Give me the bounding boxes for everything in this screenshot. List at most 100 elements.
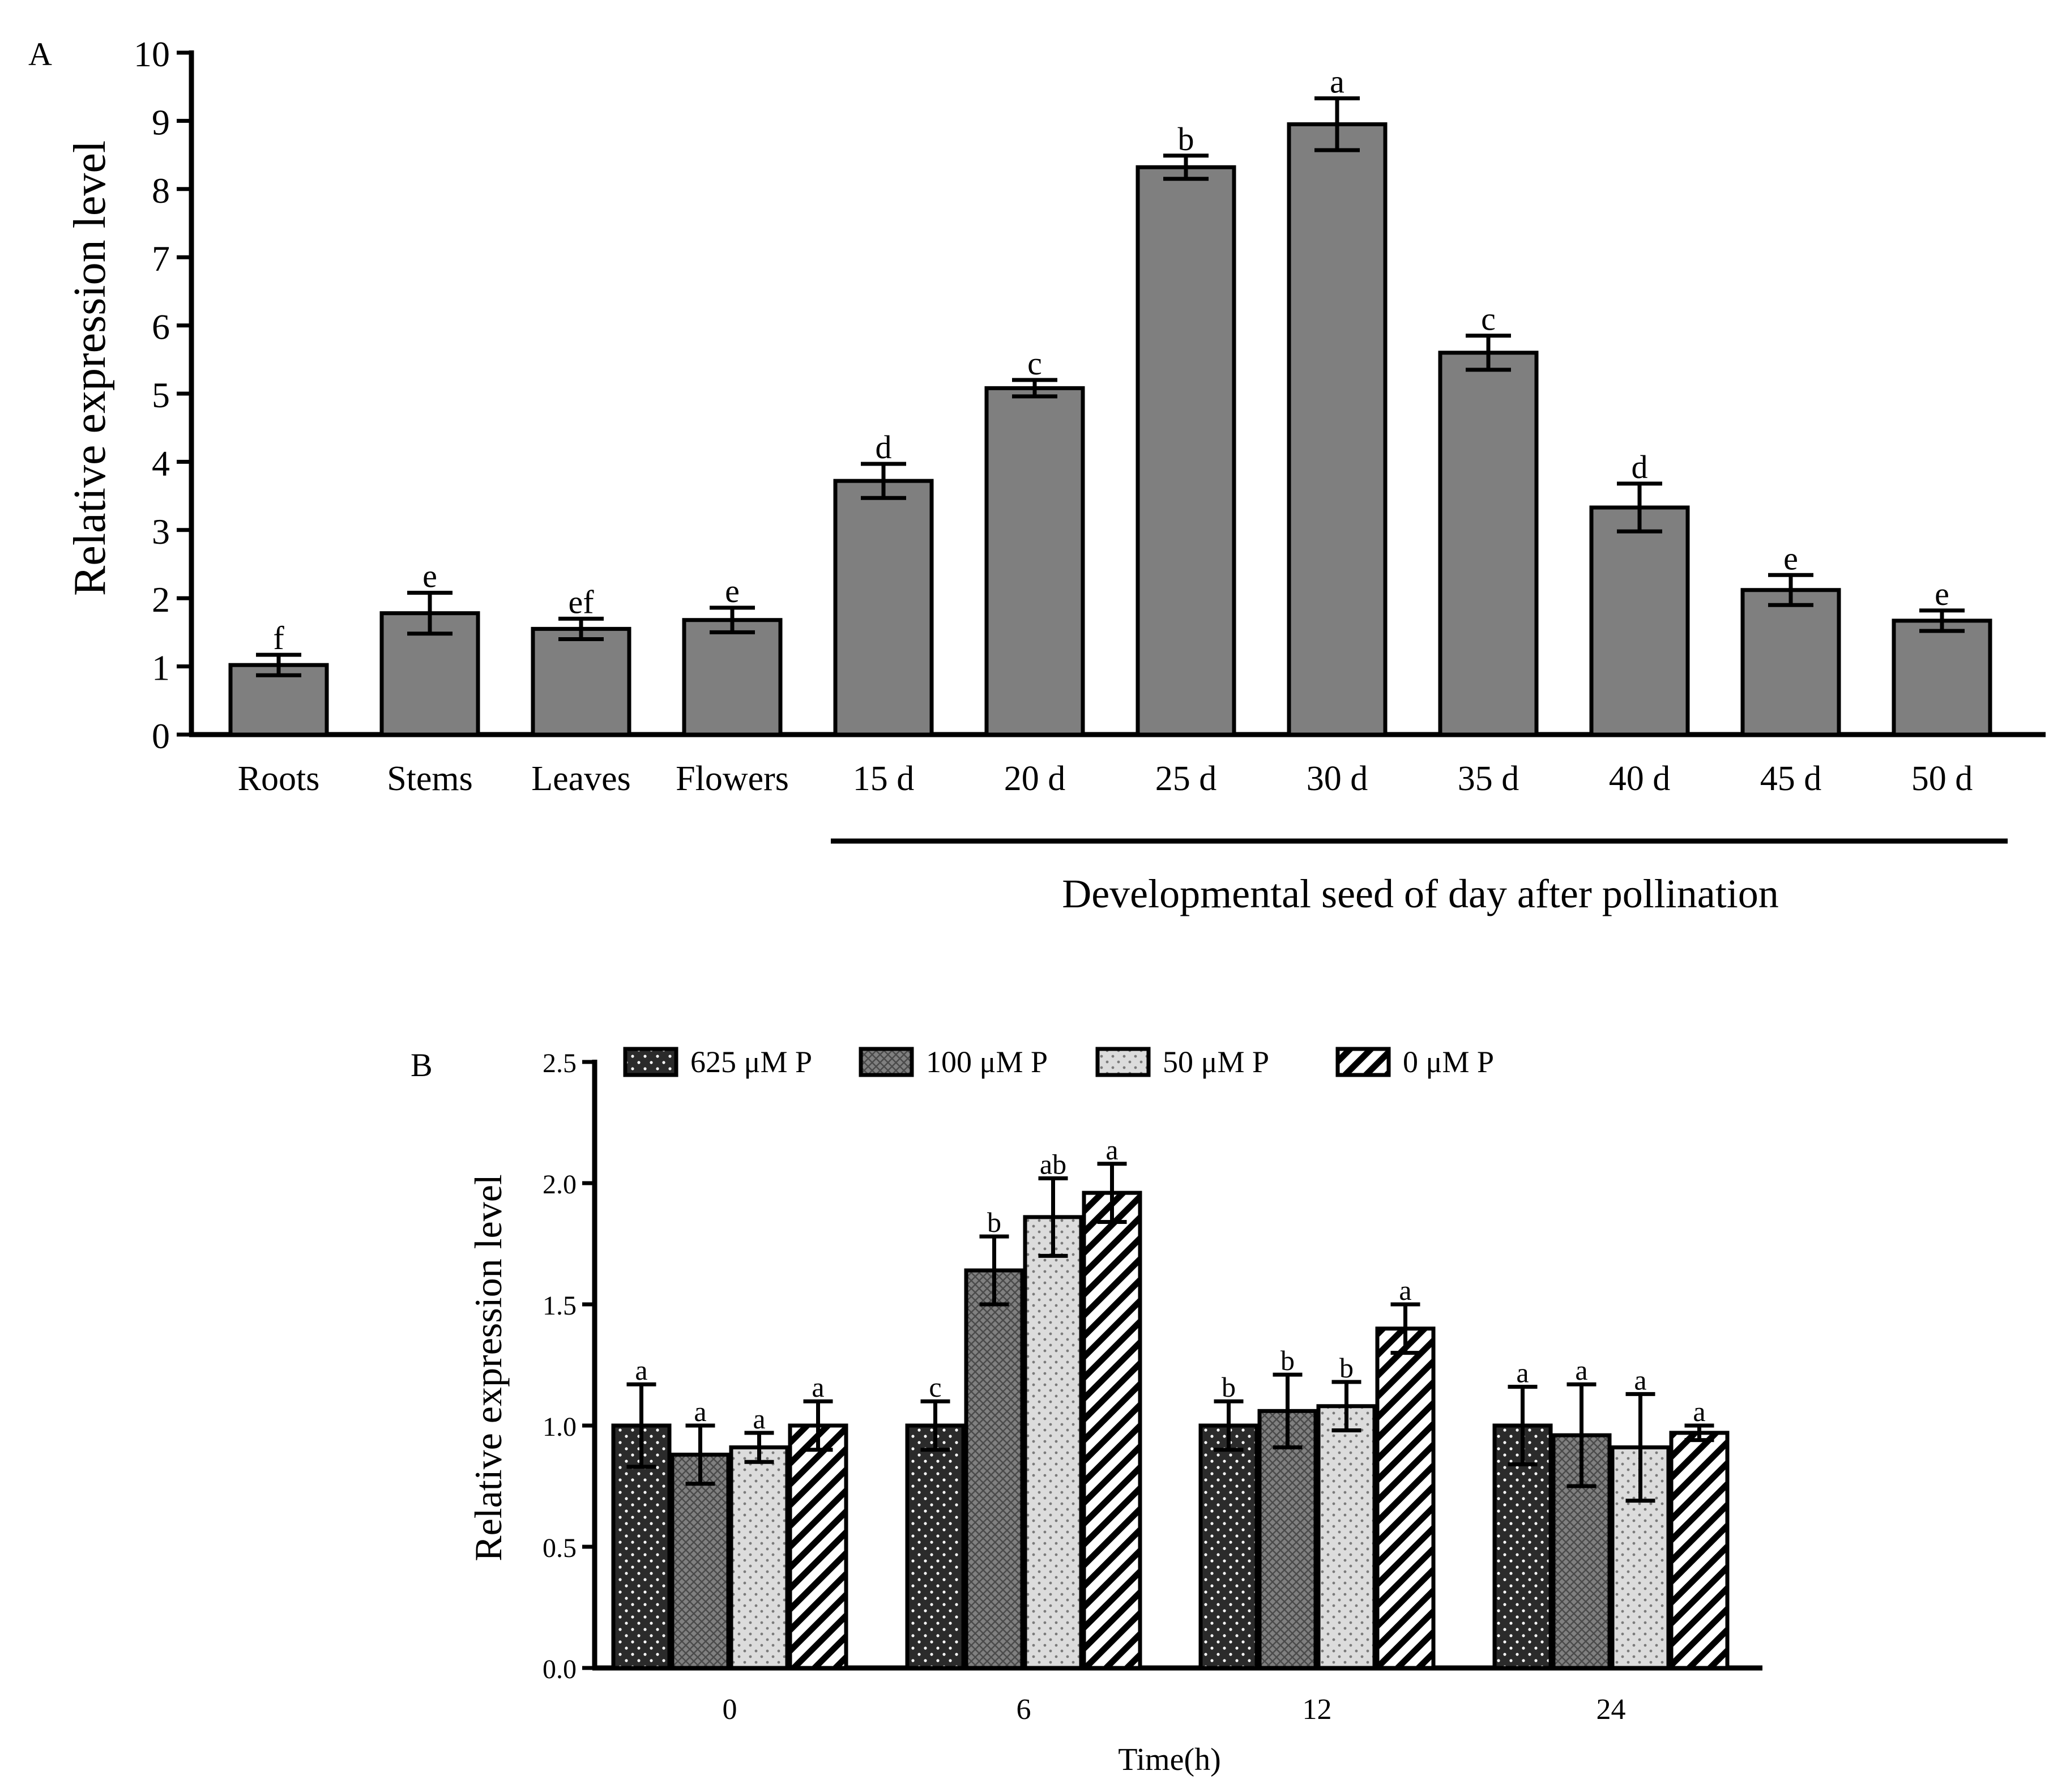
significance-letter: a (753, 1403, 765, 1435)
bar-45-d (1740, 588, 1841, 737)
significance-letter: b (1222, 1371, 1236, 1403)
x-tick-label: 24 (1597, 1693, 1626, 1726)
panel-a-y-tick-label: 8 (152, 170, 170, 211)
significance-letter: a (635, 1354, 647, 1386)
x-tick-label: Stems (387, 760, 473, 798)
significance-letter: a (694, 1396, 706, 1427)
x-tick-label: Leaves (531, 760, 631, 798)
bar-35-d (1438, 351, 1539, 737)
developmental-seed-group-label: Developmental seed of day after pollinat… (1062, 871, 1779, 916)
significance-letter: a (1693, 1396, 1705, 1427)
legend-label-4: 0 μM P (1403, 1045, 1494, 1079)
x-tick-label: 35 d (1458, 760, 1519, 798)
panel-b-y-tick-label: 0.0 (543, 1654, 577, 1684)
x-tick-label: 12 (1303, 1693, 1332, 1726)
legend-label-2: 100 μM P (926, 1045, 1048, 1079)
x-tick-label: 0 (723, 1693, 737, 1726)
significance-letter: e (422, 558, 437, 595)
x-tick-label: 15 d (853, 760, 915, 798)
panel-a-y-axis-label: Relative expression level (65, 140, 115, 596)
bar-30-d (1287, 122, 1388, 737)
bar-12h-series-4 (1375, 1326, 1436, 1670)
significance-letter: a (1634, 1364, 1646, 1396)
bar-40-d (1589, 505, 1690, 737)
panel-a-y-tick-label: 5 (152, 375, 170, 415)
significance-letter: f (273, 620, 284, 656)
panel-a-y-tick-label: 10 (134, 34, 170, 74)
bar-0h-series-4 (788, 1423, 848, 1670)
significance-letter: d (876, 429, 892, 466)
panel-a-y-tick-label: 1 (152, 648, 170, 688)
bar-6h-series-2 (964, 1268, 1025, 1670)
panel-b-y-axis-label: Relative expression level (467, 1174, 510, 1561)
panel-a-y-tick-label: 0 (152, 716, 170, 756)
significance-letter: b (987, 1206, 1001, 1238)
x-tick-label: 45 d (1760, 760, 1822, 798)
significance-letter: ab (1040, 1148, 1066, 1180)
bar-25-d (1136, 165, 1236, 737)
x-tick-label: 30 d (1307, 760, 1368, 798)
legend-label-1: 625 μM P (690, 1045, 812, 1079)
bar-12h-series-1 (1198, 1423, 1259, 1670)
bar-flowers (682, 618, 783, 737)
bar-24h-series-4 (1669, 1431, 1730, 1670)
significance-letter: d (1632, 449, 1648, 485)
x-tick-label: Roots (238, 760, 320, 798)
significance-letter: e (1935, 575, 1949, 612)
panel-b-y-tick-label: 2.0 (543, 1170, 577, 1200)
bar-12h-series-3 (1316, 1404, 1377, 1670)
bar-6h-series-4 (1082, 1191, 1142, 1670)
panel-b-y-tick-label: 1.5 (543, 1291, 577, 1321)
bar-0h-series-3 (729, 1445, 789, 1670)
panel-b-y-tick-label: 0.5 (543, 1533, 577, 1563)
x-tick-label: 40 d (1609, 760, 1671, 798)
panel-a-axes: 0 1 2 3 4 5 6 7 8 9 10 (134, 34, 2046, 756)
significance-letter: a (812, 1371, 824, 1403)
x-tick-label: 50 d (1911, 760, 1973, 798)
bar-24h-series-1 (1492, 1423, 1553, 1670)
panel-b-y-tick-label: 2.5 (543, 1048, 577, 1078)
bar-50-d (1892, 618, 1992, 737)
significance-letter: a (1105, 1134, 1118, 1166)
bar-15-d (833, 479, 934, 737)
x-tick-label: 25 d (1155, 760, 1217, 798)
panel-a-y-tick-label: 9 (152, 102, 170, 142)
x-tick-label: 20 d (1004, 760, 1066, 798)
significance-letter: c (1027, 345, 1042, 382)
bar-leaves (531, 626, 631, 737)
significance-letter: b (1280, 1345, 1295, 1376)
panel-a-bars: f Roots e Stems ef Leaves e Flowers d 15 d c 20 d b 2… (228, 63, 1992, 798)
legend-swatch-1 (623, 1047, 678, 1077)
panel-a: A 0 1 2 3 4 5 6 7 8 9 10 f Roots e Stems ef Leaves e Flow… (28, 34, 2046, 916)
significance-letter: a (1516, 1357, 1529, 1389)
panel-a-y-tick-label: 3 (152, 511, 170, 552)
bar-0h-series-2 (670, 1452, 731, 1670)
panel-a-y-tick-label: 7 (152, 238, 170, 279)
significance-letter: c (929, 1371, 941, 1403)
panel-a-letter: A (28, 36, 52, 72)
x-tick-label: Flowers (676, 760, 789, 798)
panel-b-legend: 625 μM P 100 μM P 50 μM P 0 μM P (623, 1045, 1494, 1079)
panel-a-y-tick-label: 2 (152, 579, 170, 620)
panel-b-bars: a a a a 0 c b ab a 6 b b b a 12 a a a a 24 (611, 1134, 1730, 1726)
significance-letter: e (1783, 540, 1798, 577)
legend-label-3: 50 μM P (1163, 1045, 1269, 1079)
panel-b-x-axis-label: Time(h) (1118, 1742, 1221, 1777)
significance-letter: ef (568, 583, 594, 620)
panel-b-letter: B (411, 1047, 433, 1083)
significance-letter: a (1330, 63, 1344, 100)
significance-letter: b (1339, 1352, 1354, 1384)
bar-6h-series-3 (1023, 1215, 1083, 1670)
panel-a-y-tick-label: 4 (152, 443, 170, 483)
panel-a-y-tick-label: 6 (152, 307, 170, 347)
legend-swatch-3 (1095, 1047, 1151, 1077)
panel-b-y-tick-label: 1.0 (543, 1412, 577, 1442)
legend-swatch-4 (1335, 1047, 1391, 1077)
significance-letter: a (1399, 1274, 1411, 1306)
significance-letter: c (1481, 301, 1496, 338)
significance-letter: a (1575, 1354, 1587, 1386)
legend-swatch-2 (859, 1047, 914, 1077)
significance-letter: e (725, 573, 740, 609)
